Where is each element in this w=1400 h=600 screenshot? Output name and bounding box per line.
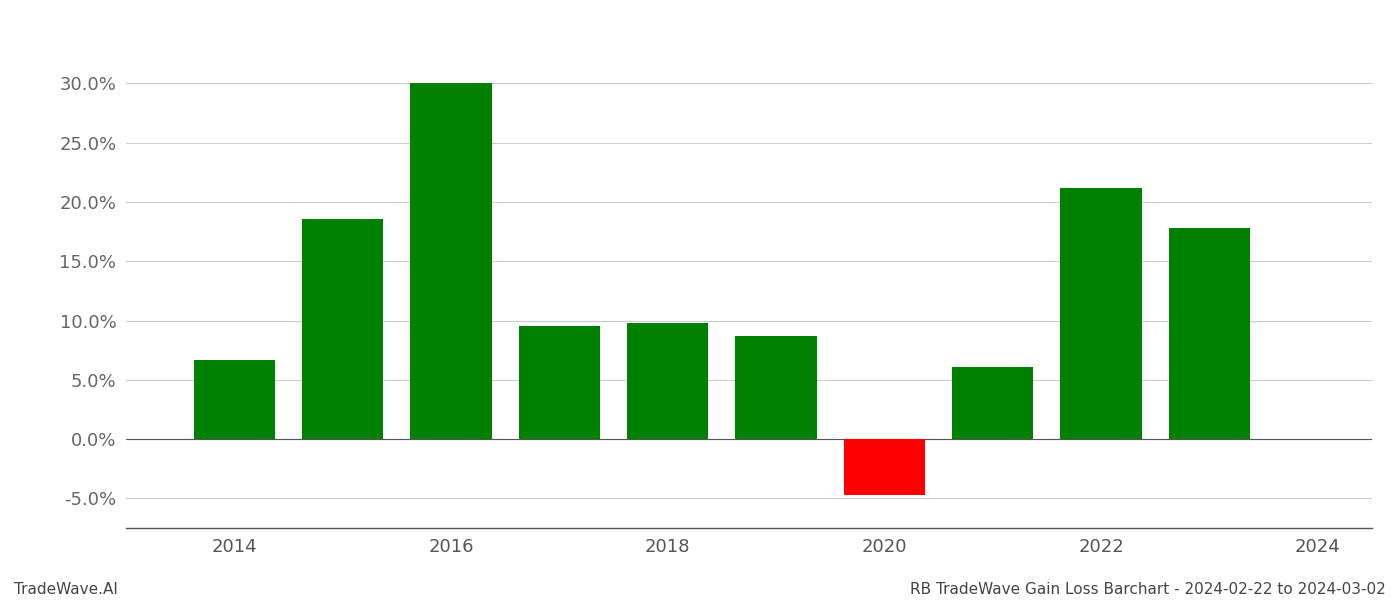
Bar: [627, 323, 708, 439]
Bar: [302, 218, 384, 439]
Bar: [1169, 228, 1250, 439]
Bar: [519, 326, 601, 439]
Bar: [735, 336, 816, 439]
Bar: [193, 359, 274, 439]
Bar: [844, 439, 925, 495]
Bar: [410, 83, 491, 439]
Bar: [952, 367, 1033, 439]
Text: TradeWave.AI: TradeWave.AI: [14, 582, 118, 597]
Text: RB TradeWave Gain Loss Barchart - 2024-02-22 to 2024-03-02: RB TradeWave Gain Loss Barchart - 2024-0…: [910, 582, 1386, 597]
Bar: [1060, 188, 1142, 439]
